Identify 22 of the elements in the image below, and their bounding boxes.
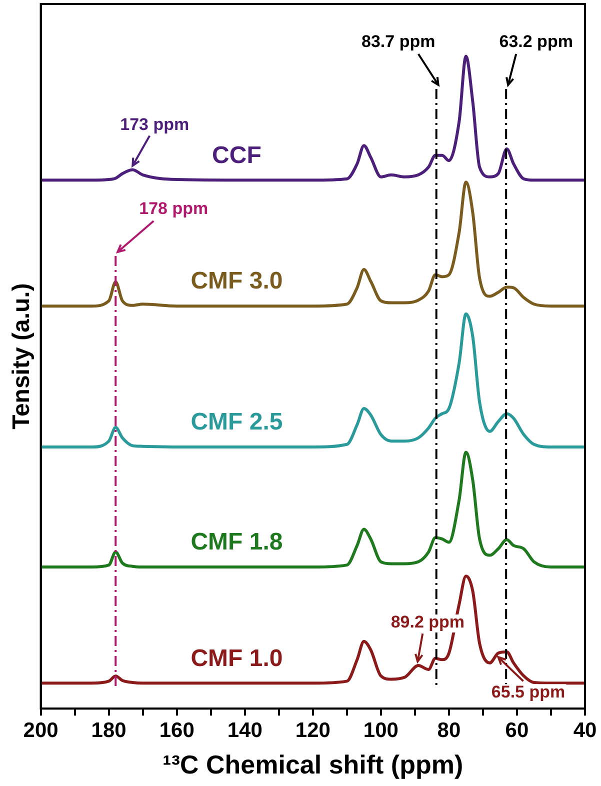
x-tick-label: 40	[573, 718, 597, 742]
x-tick-label: 200	[23, 718, 58, 742]
x-tick-label: 140	[227, 718, 262, 742]
annotation: 65.5 ppm	[491, 682, 566, 702]
series-label: CCF	[212, 142, 262, 169]
y-axis-title: Tensity (a.u.)	[8, 283, 36, 430]
x-tick-label: 100	[363, 718, 398, 742]
x-tick-label: 60	[505, 718, 529, 742]
x-axis-title: ¹³C Chemical shift (ppm)	[162, 750, 464, 780]
ref-line-label: 63.2 ppm	[499, 32, 573, 52]
x-tick-label: 160	[159, 718, 194, 742]
annotation: 173 ppm	[120, 114, 190, 134]
x-tick-label: 180	[91, 718, 126, 742]
annotation: 89.2 ppm	[390, 612, 465, 632]
x-tick-label: 120	[295, 718, 330, 742]
ref-line-label: 178 ppm	[139, 199, 208, 218]
series-label: CMF 1.8	[190, 528, 283, 556]
series-label: CMF 3.0	[190, 268, 283, 295]
ref-line-label: 83.7 ppm	[362, 32, 436, 52]
series-label: CMF 1.0	[190, 644, 283, 672]
x-tick-label: 80	[437, 718, 461, 742]
series-label: CMF 2.5	[190, 408, 283, 436]
